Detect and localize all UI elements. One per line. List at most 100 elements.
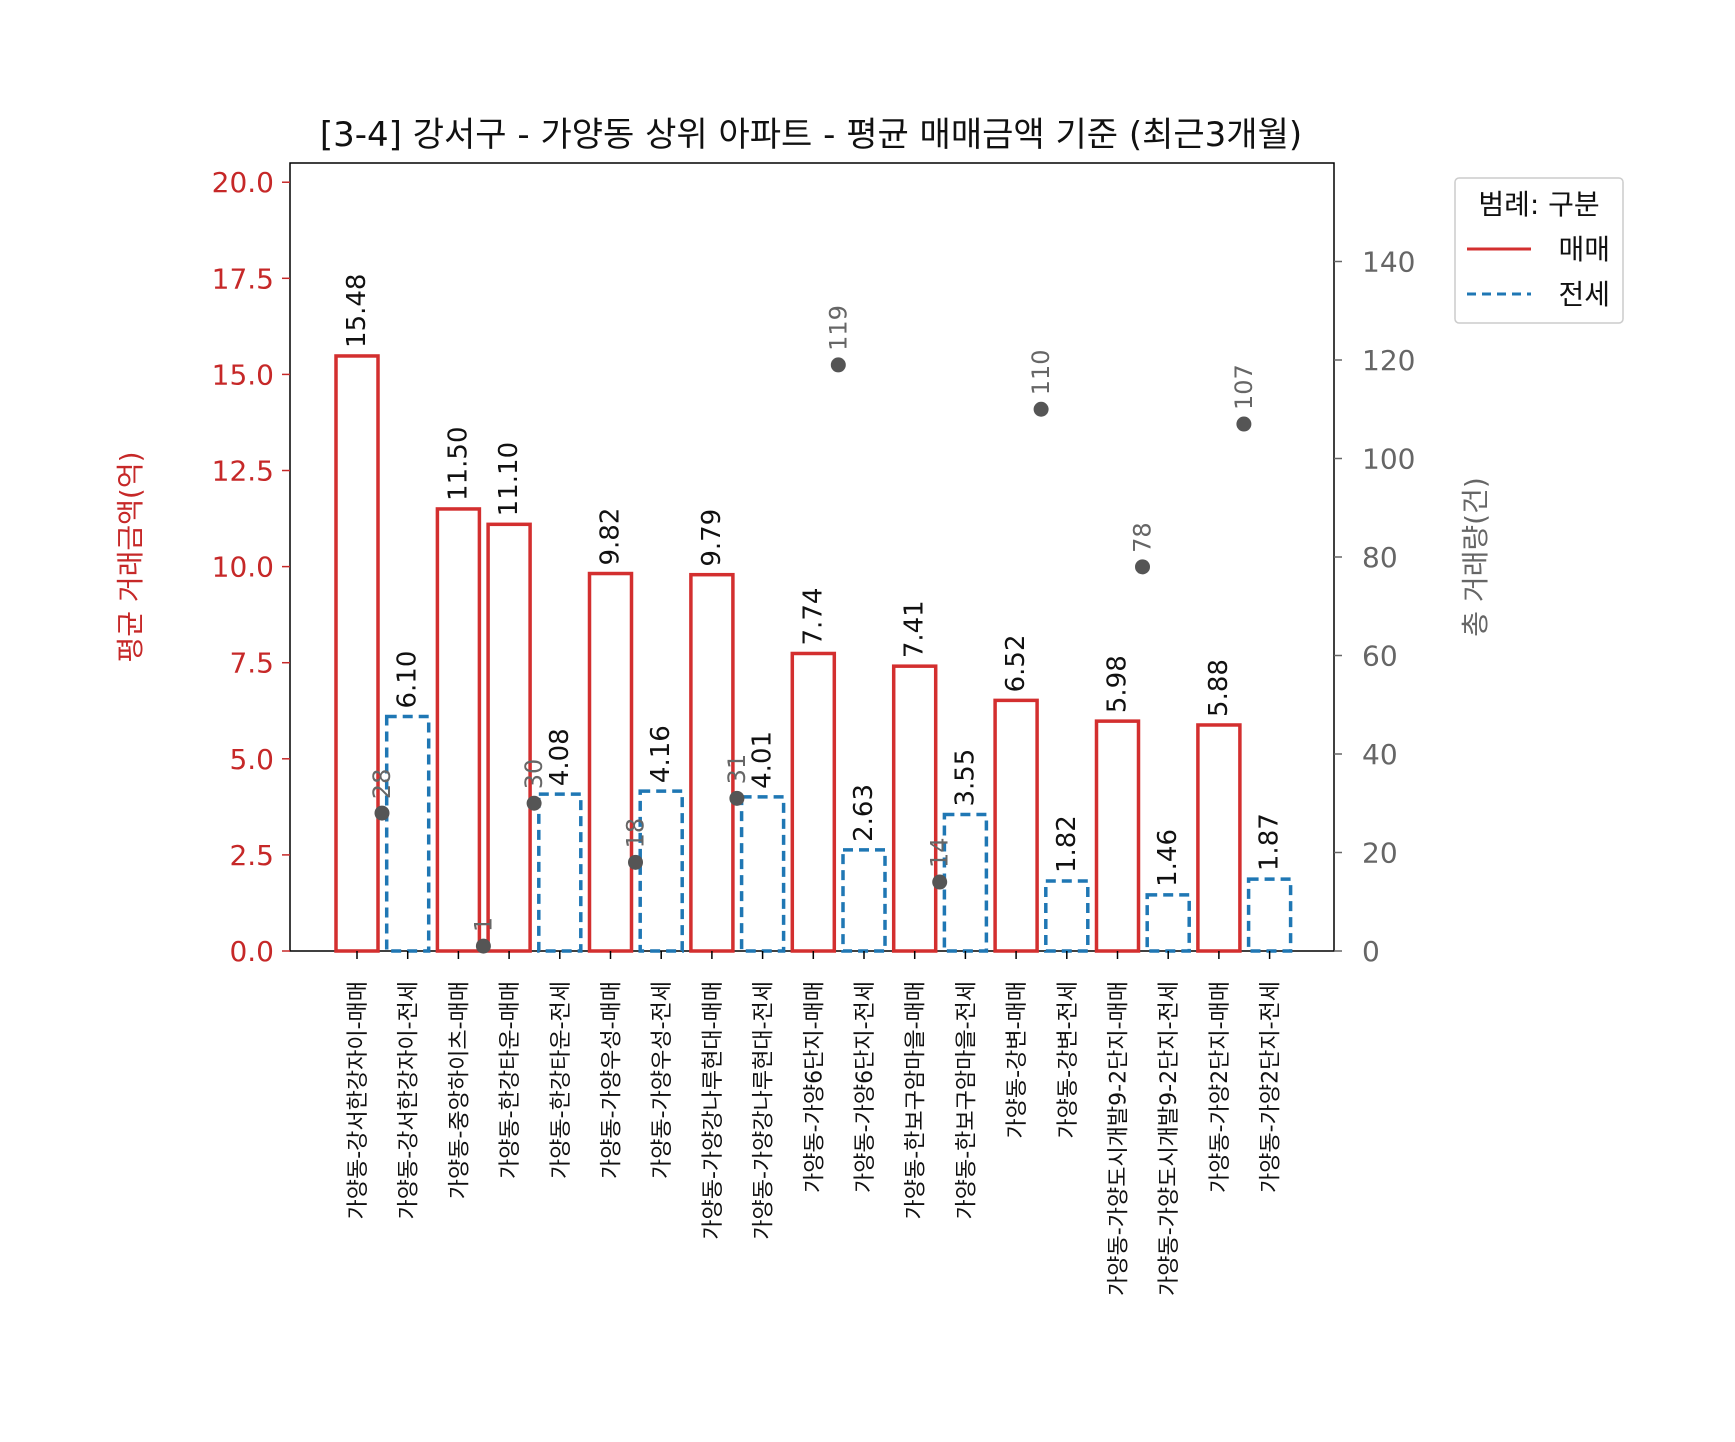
bar-value-label: 7.41 bbox=[900, 600, 930, 658]
x-tick-label: 가양동-한강타운-매매 bbox=[498, 981, 523, 1179]
left-axis: 0.0 2.5 5.0 7.5 10.0 12.5 15.0 17.5 20.0 bbox=[212, 166, 290, 968]
bar-jeonse bbox=[739, 795, 786, 953]
x-tick-label: 가양동-가양6단지-매매 bbox=[802, 981, 827, 1193]
bar-value-label: 1.82 bbox=[1052, 815, 1082, 873]
legend-label-jeonse: 전세 bbox=[1558, 278, 1610, 311]
y-tick-label: 20.0 bbox=[212, 166, 274, 199]
bar-maemae bbox=[587, 571, 634, 953]
bar-value-label: 6.10 bbox=[393, 651, 423, 709]
chart-title: [3-4] 강서구 - 가양동 상위 아파트 - 평균 매매금액 기준 (최근3… bbox=[320, 115, 1302, 155]
y2-tick-label: 40 bbox=[1362, 738, 1398, 771]
x-tick-label: 가양동-가양강나루현대-매매 bbox=[701, 981, 726, 1240]
y2-tick-label: 120 bbox=[1362, 344, 1415, 377]
count-marker bbox=[1033, 401, 1049, 417]
x-tick-label: 가양동-강서한강자이-매매 bbox=[346, 981, 371, 1220]
count-markers-group: 28 1 30 18 31 119 14 110 78 107 bbox=[368, 305, 1258, 954]
bar-maemae bbox=[334, 354, 380, 953]
bar-value-label: 15.48 bbox=[342, 274, 372, 348]
x-tick-label: 가양동-가양2단지-매매 bbox=[1208, 981, 1233, 1193]
count-marker bbox=[526, 795, 542, 811]
x-tick-label: 가양동-한강타운-전세 bbox=[549, 981, 574, 1179]
count-label: 30 bbox=[520, 759, 548, 790]
x-tick-label: 가양동-가양우성-매매 bbox=[600, 981, 625, 1179]
x-tick-label: 가양동-강변-매매 bbox=[1005, 981, 1030, 1139]
y-tick-label: 2.5 bbox=[229, 839, 274, 872]
y-tick-label: 7.5 bbox=[229, 647, 274, 680]
bar-maemae bbox=[435, 507, 482, 953]
count-label: 78 bbox=[1129, 522, 1157, 553]
x-tick-label: 가양동-가양도시개발9-2단지-매매 bbox=[1107, 981, 1132, 1296]
y-tick-label: 17.5 bbox=[212, 262, 274, 295]
count-label: 31 bbox=[723, 754, 751, 785]
bar-value-label: 1.46 bbox=[1153, 829, 1183, 887]
y2-tick-label: 0 bbox=[1362, 935, 1380, 968]
y2-tick-label: 100 bbox=[1362, 443, 1415, 476]
bar-jeonse bbox=[384, 714, 431, 953]
y-tick-label: 0.0 bbox=[229, 935, 274, 968]
bar-jeonse bbox=[638, 789, 684, 953]
bar-value-label: 4.08 bbox=[545, 728, 575, 786]
legend-label-maemae: 매매 bbox=[1558, 233, 1610, 266]
bar-value-label: 7.74 bbox=[798, 588, 828, 646]
y-tick-label: 12.5 bbox=[212, 455, 274, 488]
count-label: 28 bbox=[368, 769, 396, 800]
count-label: 110 bbox=[1027, 349, 1055, 395]
x-tick-label: 가양동-가양우성-전세 bbox=[650, 981, 675, 1179]
y-tick-label: 10.0 bbox=[212, 551, 274, 584]
bar-maemae bbox=[1094, 719, 1141, 953]
x-tick-label: 가양동-한보구암마을-매매 bbox=[904, 981, 929, 1220]
legend: 범례: 구분 매매 전세 bbox=[1454, 177, 1624, 324]
y-axis-label: 평균 거래금액(억) bbox=[114, 451, 147, 662]
bar-jeonse bbox=[1246, 877, 1293, 953]
legend-box bbox=[1454, 177, 1624, 324]
count-label: 14 bbox=[926, 838, 954, 869]
x-tick-label: 가양동-가양2단지-전세 bbox=[1259, 981, 1284, 1193]
x-tick-label: 가양동-강변-전세 bbox=[1056, 981, 1081, 1139]
bar-maemae bbox=[993, 698, 1039, 953]
bars-group: 15.48 6.10 11.50 11.10 4.08 9.82 4.16 9.79 4.01 7… bbox=[334, 274, 1293, 953]
count-label: 18 bbox=[622, 818, 650, 849]
x-axis: 가양동-강서한강자이-매매 가양동-강서한강자이-전세 가양동-중앙하이츠-매매 가양… bbox=[346, 951, 1284, 1296]
count-label: 1 bbox=[469, 917, 497, 932]
bar-maemae bbox=[891, 664, 938, 953]
count-marker bbox=[830, 357, 846, 373]
count-label: 119 bbox=[824, 305, 852, 351]
count-marker bbox=[1236, 416, 1252, 432]
bar-jeonse bbox=[841, 848, 887, 953]
legend-title: 범례: 구분 bbox=[1478, 188, 1599, 221]
bar-maemae bbox=[1196, 723, 1242, 953]
count-label: 107 bbox=[1230, 364, 1258, 410]
bar-maemae bbox=[486, 522, 532, 953]
y2-tick-label: 80 bbox=[1362, 541, 1398, 574]
count-marker bbox=[729, 790, 745, 806]
y2-tick-label: 140 bbox=[1362, 246, 1415, 279]
bar-value-label: 9.79 bbox=[697, 509, 727, 567]
bar-jeonse bbox=[537, 792, 583, 953]
bar-value-label: 2.63 bbox=[849, 784, 879, 842]
bar-value-label: 4.16 bbox=[646, 725, 676, 783]
count-marker bbox=[1135, 559, 1150, 575]
y2-tick-label: 20 bbox=[1362, 837, 1398, 870]
x-tick-label: 가양동-강서한강자이-전세 bbox=[397, 981, 422, 1220]
bar-jeonse bbox=[942, 812, 989, 953]
bar-maemae bbox=[790, 651, 837, 953]
bar-value-label: 5.88 bbox=[1204, 659, 1234, 717]
y-tick-label: 5.0 bbox=[229, 743, 274, 776]
x-tick-label: 가양동-가양강나루현대-전세 bbox=[752, 981, 777, 1240]
x-tick-label: 가양동-가양도시개발9-2단지-전세 bbox=[1157, 981, 1182, 1296]
bar-value-label: 11.10 bbox=[494, 442, 524, 516]
y2-axis-label: 총 거래량(건) bbox=[1459, 477, 1492, 637]
count-marker bbox=[475, 938, 491, 954]
bar-jeonse bbox=[1145, 893, 1191, 953]
bar-value-label: 6.52 bbox=[1001, 634, 1031, 692]
count-marker bbox=[374, 805, 390, 821]
y2-tick-label: 60 bbox=[1362, 640, 1398, 673]
y-tick-label: 15.0 bbox=[212, 358, 274, 391]
bar-value-label: 1.87 bbox=[1255, 813, 1285, 871]
bar-value-label: 9.82 bbox=[596, 508, 626, 566]
x-tick-label: 가양동-가양6단지-전세 bbox=[853, 981, 878, 1193]
x-tick-label: 가양동-한보구암마을-전세 bbox=[954, 981, 979, 1220]
bar-value-label: 4.01 bbox=[748, 731, 778, 789]
bar-value-label: 3.55 bbox=[950, 749, 980, 807]
